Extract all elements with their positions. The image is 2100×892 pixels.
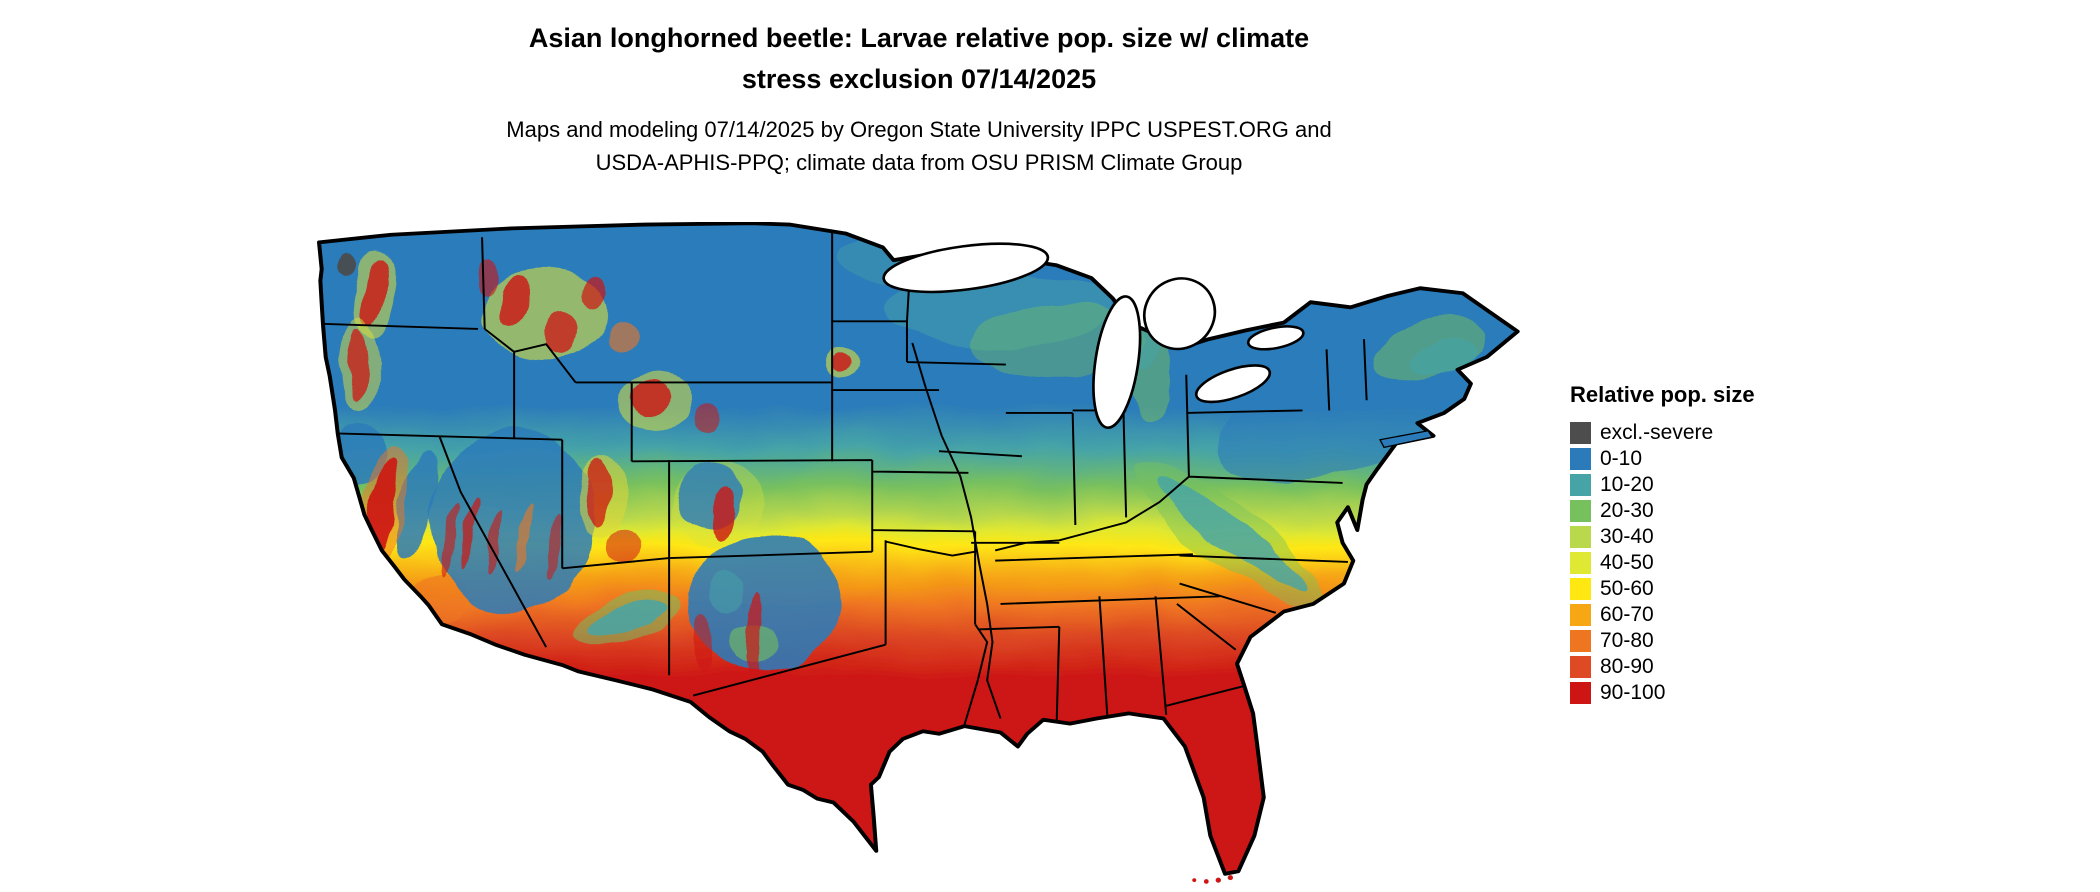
map-subtitle-line1: Maps and modeling 07/14/2025 by Oregon S… xyxy=(506,117,1332,142)
florida-keys xyxy=(1192,875,1234,884)
legend-label: 60-70 xyxy=(1600,603,1654,626)
legend-color-swatch xyxy=(1570,577,1591,600)
map-title-line1: Asian longhorned beetle: Larvae relative… xyxy=(528,23,1310,53)
legend-row: 30-40 xyxy=(1570,524,1830,549)
legend-label: 80-90 xyxy=(1600,655,1654,678)
legend-color-swatch xyxy=(1570,655,1591,678)
legend-label: 10-20 xyxy=(1600,473,1654,496)
legend-row: 70-80 xyxy=(1570,628,1830,653)
legend-label: 90-100 xyxy=(1600,681,1666,704)
conus-outline xyxy=(317,222,1520,876)
us-choropleth-map xyxy=(311,222,1527,884)
legend-label: excl.-severe xyxy=(1600,421,1714,444)
legend-row: 80-90 xyxy=(1570,654,1830,679)
legend-row: 10-20 xyxy=(1570,472,1830,497)
legend-row: excl.-severe xyxy=(1570,420,1830,445)
legend-row: 90-100 xyxy=(1570,680,1830,705)
long-island xyxy=(1379,430,1434,449)
legend-label: 70-80 xyxy=(1600,629,1654,652)
figure-titles: Asian longhorned beetle: Larvae relative… xyxy=(311,18,1527,179)
great-lakes xyxy=(882,242,1305,429)
legend-label: 50-60 xyxy=(1600,577,1654,600)
map-legend: Relative pop. size excl.-severe 0-10 10-… xyxy=(1570,382,1830,706)
legend-color-swatch xyxy=(1570,603,1591,626)
legend-color-swatch xyxy=(1570,499,1591,522)
legend-row: 40-50 xyxy=(1570,550,1830,575)
map-subtitle: Maps and modeling 07/14/2025 by Oregon S… xyxy=(311,113,1527,179)
legend-color-swatch xyxy=(1570,421,1591,444)
legend-title: Relative pop. size xyxy=(1570,382,1755,407)
legend-row: 50-60 xyxy=(1570,576,1830,601)
legend-color-swatch xyxy=(1570,447,1591,470)
legend-row: 0-10 xyxy=(1570,446,1830,471)
legend-row: 60-70 xyxy=(1570,602,1830,627)
legend-label: 0-10 xyxy=(1600,447,1643,470)
map-fill-region xyxy=(319,223,1518,874)
map-subtitle-line2: USDA-APHIS-PPQ; climate data from OSU PR… xyxy=(595,150,1243,175)
conus-map-svg xyxy=(317,222,1520,884)
legend-color-swatch xyxy=(1570,681,1591,704)
legend-row: 20-30 xyxy=(1570,498,1830,523)
legend-label: 30-40 xyxy=(1600,525,1654,548)
legend-label: 20-30 xyxy=(1600,499,1654,522)
map-title-line2: stress exclusion 07/14/2025 xyxy=(741,64,1097,94)
legend-color-swatch xyxy=(1570,551,1591,574)
legend-color-swatch xyxy=(1570,525,1591,548)
state-borders xyxy=(321,224,1368,726)
legend-rows: excl.-severe 0-10 10-20 20-30 30-40 40-5… xyxy=(1570,420,1830,705)
legend-label: 40-50 xyxy=(1600,551,1654,574)
legend-color-swatch xyxy=(1570,629,1591,652)
legend-color-swatch xyxy=(1570,473,1591,496)
